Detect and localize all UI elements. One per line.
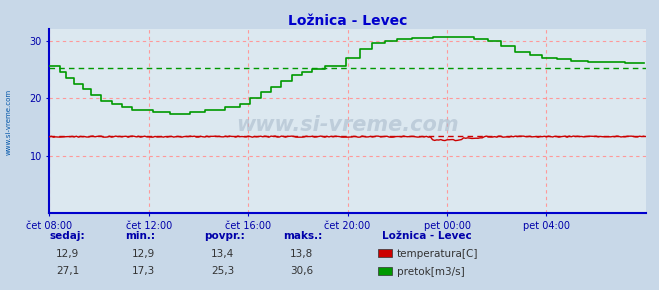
Text: Ložnica - Levec: Ložnica - Levec: [382, 231, 472, 241]
Text: 27,1: 27,1: [56, 266, 79, 276]
Text: 13,4: 13,4: [211, 249, 234, 259]
Text: www.si-vreme.com: www.si-vreme.com: [237, 115, 459, 135]
Text: 25,3: 25,3: [211, 266, 234, 276]
Text: 12,9: 12,9: [56, 249, 79, 259]
Text: temperatura[C]: temperatura[C]: [397, 249, 478, 259]
Text: maks.:: maks.:: [283, 231, 323, 241]
Text: pretok[m3/s]: pretok[m3/s]: [397, 267, 465, 277]
Text: 17,3: 17,3: [132, 266, 155, 276]
Text: 12,9: 12,9: [132, 249, 155, 259]
Text: 13,8: 13,8: [290, 249, 313, 259]
Text: 30,6: 30,6: [290, 266, 313, 276]
Text: povpr.:: povpr.:: [204, 231, 245, 241]
Text: www.si-vreme.com: www.si-vreme.com: [5, 89, 11, 155]
Title: Ložnica - Levec: Ložnica - Levec: [288, 14, 407, 28]
Text: min.:: min.:: [125, 231, 156, 241]
Text: sedaj:: sedaj:: [49, 231, 85, 241]
